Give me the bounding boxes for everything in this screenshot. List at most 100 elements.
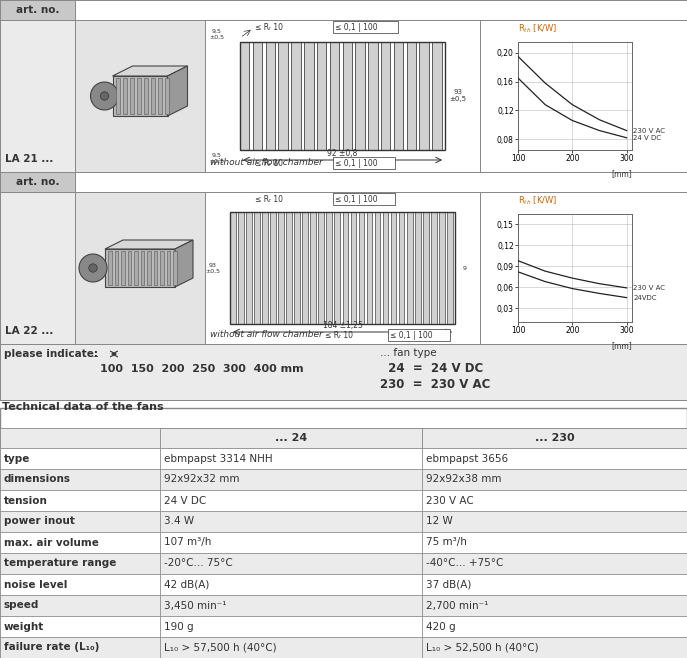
Text: 230 V AC: 230 V AC <box>426 495 474 505</box>
Bar <box>147 251 150 285</box>
Text: 3.4 W: 3.4 W <box>164 517 194 526</box>
Text: 12 W: 12 W <box>426 517 453 526</box>
Bar <box>0 637 160 658</box>
Text: please indicate:: please indicate: <box>4 349 98 359</box>
Bar <box>394 42 403 150</box>
Bar <box>432 42 442 150</box>
Bar <box>398 212 405 324</box>
Text: 92x92x32 mm: 92x92x32 mm <box>164 474 240 484</box>
Text: ≤ Rᵣ 10: ≤ Rᵣ 10 <box>255 24 283 32</box>
Text: 42 dB(A): 42 dB(A) <box>164 580 210 590</box>
Bar <box>422 616 687 637</box>
Bar <box>0 469 160 490</box>
Bar <box>333 21 398 33</box>
Bar <box>0 0 687 400</box>
Bar <box>160 511 422 532</box>
Bar <box>160 448 422 469</box>
Bar <box>160 616 422 637</box>
Bar <box>286 212 292 324</box>
Bar <box>0 553 160 574</box>
Bar <box>166 251 170 285</box>
Text: 92x92x38 mm: 92x92x38 mm <box>426 474 502 484</box>
Bar <box>254 212 260 324</box>
Circle shape <box>100 92 109 100</box>
Text: ≤ 0,1 | 100: ≤ 0,1 | 100 <box>335 159 378 168</box>
Bar <box>343 42 352 150</box>
Bar <box>419 42 429 150</box>
Text: dimensions: dimensions <box>4 474 71 484</box>
Bar <box>480 20 687 172</box>
Bar <box>0 344 687 400</box>
Polygon shape <box>175 240 193 287</box>
Bar <box>333 193 395 205</box>
Text: ...: ... <box>90 349 100 359</box>
Text: without air flow chamber: without air flow chamber <box>210 330 323 339</box>
Bar <box>75 192 205 344</box>
Text: art. no.: art. no. <box>16 5 59 15</box>
Text: tension: tension <box>4 495 48 505</box>
Bar <box>304 42 313 150</box>
Text: 107 m³/h: 107 m³/h <box>164 538 212 547</box>
Bar <box>407 42 416 150</box>
Bar <box>0 448 160 469</box>
Bar <box>0 20 75 172</box>
Bar <box>333 157 395 169</box>
Text: [mm]: [mm] <box>611 170 632 178</box>
Bar <box>270 212 276 324</box>
Bar <box>115 251 118 285</box>
Bar <box>75 172 687 192</box>
Bar <box>238 212 244 324</box>
Text: ≤ 0,1 | 100: ≤ 0,1 | 100 <box>390 332 433 340</box>
Bar <box>326 212 333 324</box>
Text: art. no.: art. no. <box>16 177 59 187</box>
Bar <box>230 212 236 324</box>
Bar <box>318 212 324 324</box>
Bar <box>422 553 687 574</box>
Bar <box>205 20 480 172</box>
Bar <box>422 490 687 511</box>
Bar <box>240 42 445 150</box>
Text: ebmpapst 3314 NHH: ebmpapst 3314 NHH <box>164 453 273 463</box>
Bar <box>160 469 422 490</box>
Bar <box>160 574 422 595</box>
Bar <box>130 78 133 114</box>
Text: 3,450 min⁻¹: 3,450 min⁻¹ <box>164 601 227 611</box>
Text: -20°C... 75°C: -20°C... 75°C <box>164 559 233 569</box>
Text: L₁₀ > 57,500 h (40°C): L₁₀ > 57,500 h (40°C) <box>164 642 277 653</box>
Bar <box>0 532 160 553</box>
Text: type: type <box>4 453 30 463</box>
Text: R$_{th}$ [K/W]: R$_{th}$ [K/W] <box>518 195 557 207</box>
Text: 92 ±0,8: 92 ±0,8 <box>327 149 358 158</box>
Bar <box>144 78 148 114</box>
Text: ≤ 0,1 | 100: ≤ 0,1 | 100 <box>335 195 378 205</box>
Bar <box>422 469 687 490</box>
Text: ... 230: ... 230 <box>534 433 574 443</box>
Text: 184 ±1,25: 184 ±1,25 <box>323 321 363 330</box>
Bar <box>160 553 422 574</box>
Bar <box>0 595 160 616</box>
Text: L₁₀ > 52,500 h (40°C): L₁₀ > 52,500 h (40°C) <box>426 642 539 653</box>
Text: 190 g: 190 g <box>164 622 194 632</box>
Circle shape <box>89 264 97 272</box>
Bar <box>368 42 378 150</box>
Text: speed: speed <box>4 601 39 611</box>
Bar <box>262 212 268 324</box>
Bar <box>75 0 687 20</box>
Text: 24  =  24 V DC: 24 = 24 V DC <box>380 362 483 375</box>
Bar <box>355 42 365 150</box>
Text: 100  150  200  250  300  400 mm: 100 150 200 250 300 400 mm <box>100 364 304 374</box>
Text: 230 V AC: 230 V AC <box>633 285 665 291</box>
Bar <box>388 329 450 341</box>
Bar <box>164 78 168 114</box>
Bar <box>160 637 422 658</box>
Bar <box>75 20 205 172</box>
Bar <box>150 78 155 114</box>
Bar <box>160 428 422 448</box>
Circle shape <box>91 82 118 110</box>
Bar <box>253 42 262 150</box>
Text: 230  =  230 V AC: 230 = 230 V AC <box>380 378 491 391</box>
Bar <box>317 42 326 150</box>
Bar <box>422 595 687 616</box>
Bar <box>134 251 137 285</box>
Bar <box>407 212 412 324</box>
